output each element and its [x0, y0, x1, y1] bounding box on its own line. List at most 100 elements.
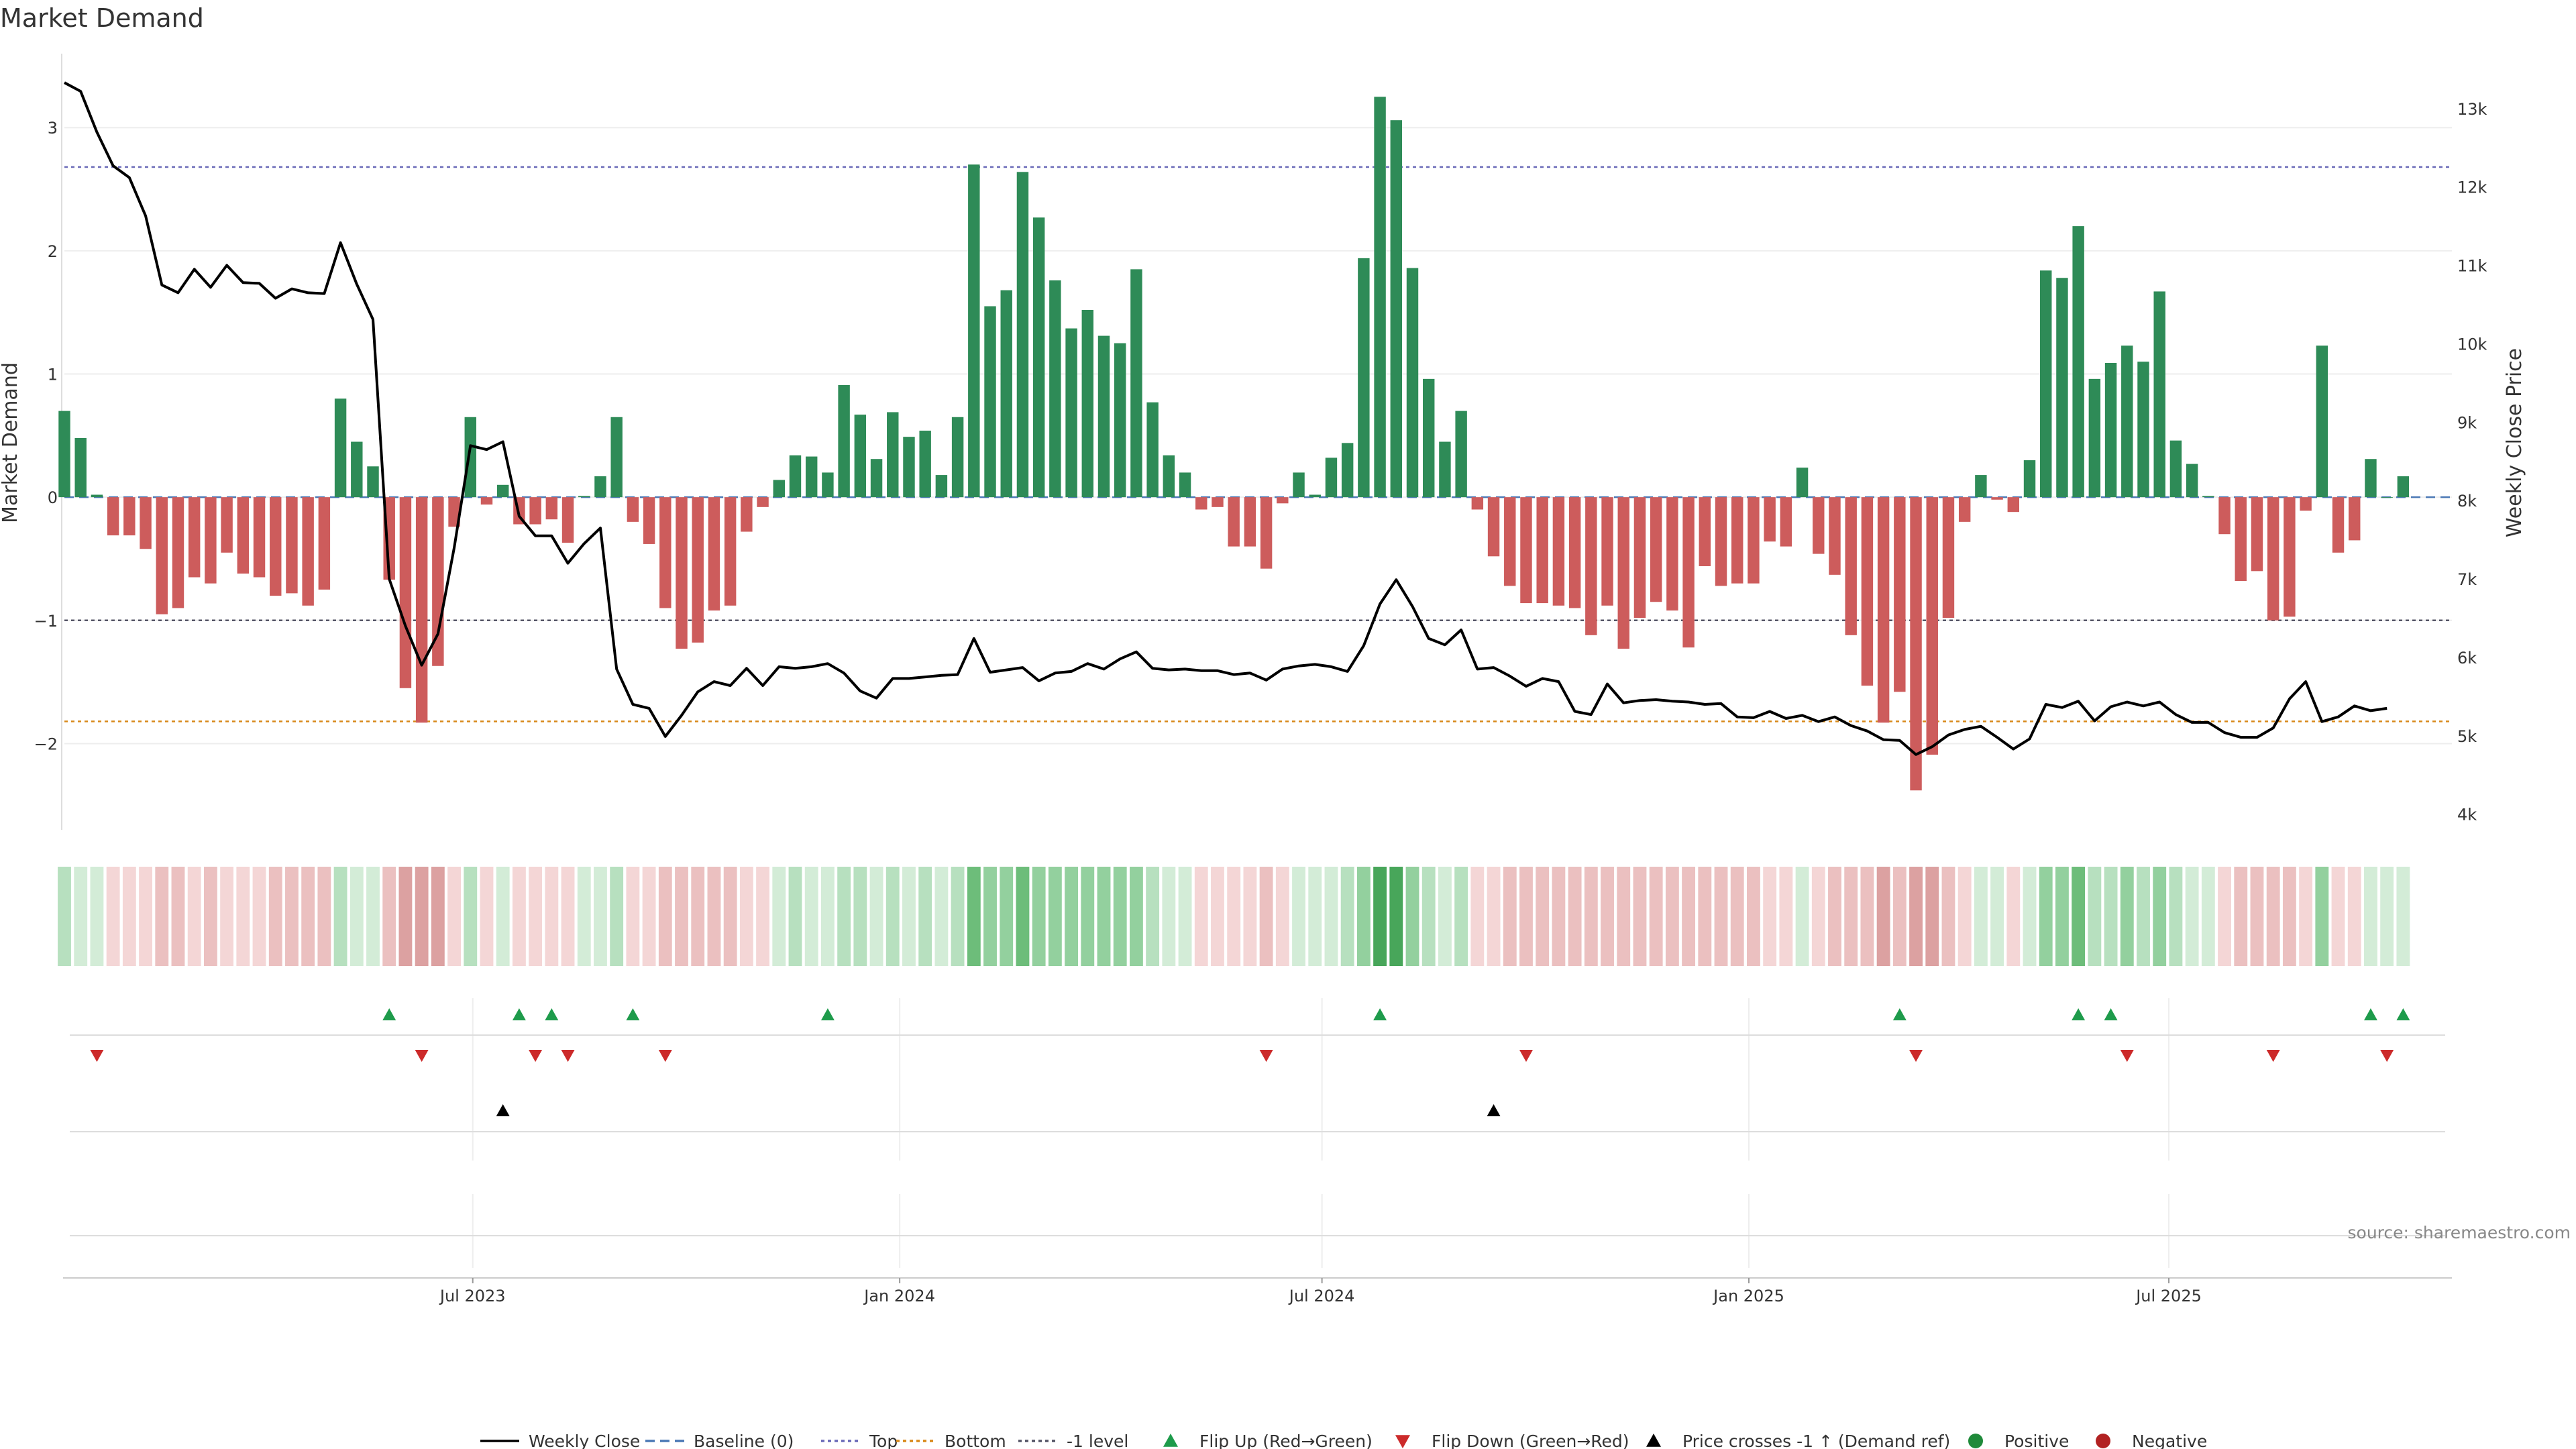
demand-bar: [1861, 497, 1874, 686]
band-cell: [1113, 867, 1127, 966]
flip-markers-panel: [70, 1008, 2445, 1062]
demand-bar: [903, 437, 915, 498]
band-cell: [561, 867, 575, 966]
legend-label: Flip Down (Green→Red): [1432, 1432, 1629, 1449]
demand-bar: [2186, 464, 2198, 498]
legend-label: Bottom: [945, 1432, 1006, 1449]
band-cell: [2023, 867, 2037, 966]
band-cell: [1275, 867, 1289, 966]
legend-marker: [1646, 1434, 1661, 1447]
demand-bar: [838, 385, 850, 498]
demand-bar: [351, 441, 363, 498]
band-cell: [2234, 867, 2248, 966]
band-cell: [1909, 867, 1923, 966]
demand-bar: [2072, 226, 2084, 498]
demand-bar: [221, 497, 233, 553]
legend-label: Top: [869, 1432, 898, 1449]
y2-tick-label: 4k: [2457, 806, 2477, 824]
demand-bar: [2088, 378, 2101, 498]
y2-tick-label: 10k: [2457, 335, 2487, 354]
band-cell: [1714, 867, 1728, 966]
source-note: source: sharemaestro.com: [2348, 1223, 2571, 1242]
demand-bar: [1845, 497, 1857, 635]
demand-bar: [676, 497, 688, 649]
legend-label: -1 level: [1067, 1432, 1128, 1449]
demand-bar: [1114, 343, 1126, 498]
band-cell: [772, 867, 786, 966]
demand-bar: [237, 497, 250, 574]
demand-bar: [1260, 497, 1273, 569]
band-cell: [74, 867, 88, 966]
demand-bar: [594, 476, 606, 498]
demand-bar: [74, 437, 87, 498]
band-cell: [2315, 867, 2329, 966]
band-cell: [1698, 867, 1712, 966]
band-cell: [2088, 867, 2102, 966]
flip-up-marker: [2104, 1008, 2118, 1020]
band-cell: [2039, 867, 2053, 966]
band-cell: [837, 867, 851, 966]
flip-down-marker: [1259, 1050, 1273, 1062]
band-cell: [301, 867, 315, 966]
band-cell: [2137, 867, 2150, 966]
demand-bar: [1568, 497, 1581, 608]
band-cell: [480, 867, 494, 966]
demand-bar: [1277, 497, 1289, 504]
demand-bar: [1975, 475, 1987, 498]
band-cell: [155, 867, 169, 966]
band-cell: [2331, 867, 2345, 966]
band-cell: [220, 867, 234, 966]
band-cell: [1421, 867, 1436, 966]
band-cell: [1844, 867, 1858, 966]
y2-axis-title: Weekly Close Price: [2503, 348, 2526, 537]
x-axis: Jul 2023 Jan 2024 Jul 2024 Jan 2025 Jul 2025: [63, 1277, 2452, 1305]
band-cell: [106, 867, 120, 966]
demand-bar: [2169, 440, 2182, 498]
band-cell: [317, 867, 331, 966]
band-cell: [1470, 867, 1485, 966]
demand-bar: [610, 417, 623, 498]
demand-bar: [367, 466, 379, 498]
demand-bar: [1829, 497, 1841, 575]
demand-bar: [58, 411, 70, 498]
flip-up-marker: [2363, 1008, 2377, 1020]
demand-bar: [1358, 258, 1370, 498]
band-cell: [626, 867, 640, 966]
reference-lines: [64, 166, 2452, 722]
band-cell: [1584, 867, 1598, 966]
band-cell: [1487, 867, 1501, 966]
demand-bar: [1926, 497, 1938, 755]
demand-bar: [1699, 497, 1711, 566]
demand-bar: [1146, 402, 1159, 498]
legend-marker: [1395, 1435, 1410, 1448]
demand-bar: [1000, 290, 1012, 498]
band-cell: [820, 867, 835, 966]
demand-bar: [789, 455, 802, 498]
demand-bar: [415, 497, 428, 723]
band-cell: [2169, 867, 2183, 966]
band-cell: [1649, 867, 1663, 966]
demand-bar: [1439, 441, 1451, 498]
band-cell: [1259, 867, 1273, 966]
demand-bar: [1130, 269, 1142, 498]
demand-bar: [1487, 497, 1500, 557]
band-cell: [447, 867, 461, 966]
demand-bar: [1032, 217, 1045, 498]
demand-bar: [529, 497, 541, 525]
band-cell: [1503, 867, 1517, 966]
band-cell: [333, 867, 347, 966]
band-cell: [1811, 867, 1825, 966]
flip-up-marker: [512, 1008, 526, 1020]
band-cell: [1617, 867, 1631, 966]
band-cell: [2396, 867, 2410, 966]
band-cell: [577, 867, 591, 966]
band-cell: [2282, 867, 2296, 966]
demand-bar: [1780, 497, 1792, 547]
x-tick-label: Jul 2023: [439, 1287, 506, 1305]
flip-down-marker: [561, 1050, 575, 1062]
demand-bar: [1325, 458, 1338, 498]
demand-bar: [1552, 497, 1565, 606]
band-cell: [1957, 867, 1972, 966]
band-cell: [1633, 867, 1647, 966]
band-cell: [415, 867, 429, 966]
